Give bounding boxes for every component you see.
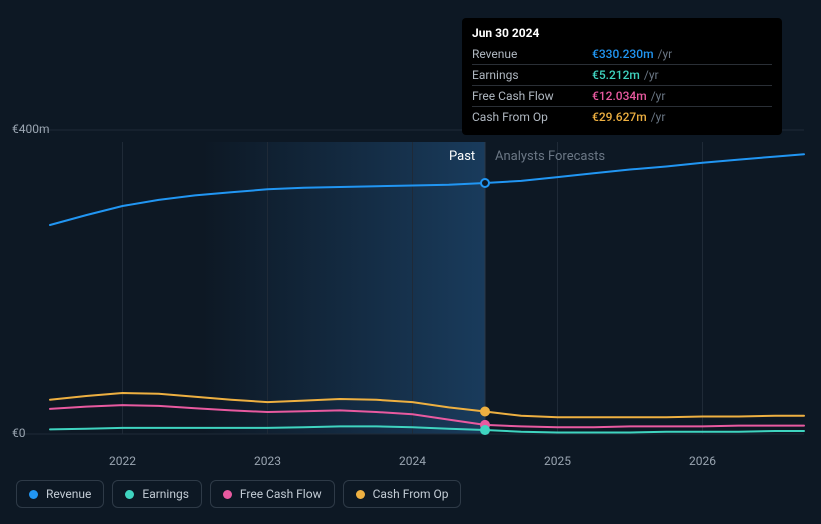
- legend-item-earnings[interactable]: Earnings: [112, 480, 202, 508]
- legend-swatch: [223, 490, 232, 499]
- y-axis-label: €400m: [12, 122, 50, 136]
- legend-item-free_cash_flow[interactable]: Free Cash Flow: [210, 480, 335, 508]
- tooltip-row: Revenue€330.230m/yr: [472, 44, 772, 65]
- hover-marker-cash_from_op: [481, 407, 489, 415]
- legend-label: Free Cash Flow: [240, 487, 322, 501]
- x-axis-label: 2025: [544, 454, 571, 468]
- x-axis-label: 2026: [689, 454, 716, 468]
- tooltip-row: Earnings€5.212m/yr: [472, 65, 772, 86]
- chart-tooltip: Jun 30 2024 Revenue€330.230m/yrEarnings€…: [462, 18, 782, 135]
- tooltip-row-value: €12.034m/yr: [592, 86, 772, 107]
- x-axis-label: 2022: [109, 454, 136, 468]
- past-label: Past: [449, 149, 475, 164]
- legend-label: Cash From Op: [373, 487, 449, 501]
- hover-marker-revenue: [481, 179, 489, 187]
- tooltip-row-label: Cash From Op: [472, 107, 592, 128]
- legend-item-cash_from_op[interactable]: Cash From Op: [343, 480, 462, 508]
- chart-legend: Revenue Earnings Free Cash Flow Cash From O…: [16, 480, 461, 508]
- tooltip-date: Jun 30 2024: [472, 26, 772, 44]
- legend-item-revenue[interactable]: Revenue: [16, 480, 104, 508]
- legend-swatch: [356, 490, 365, 499]
- x-axis-label: 2024: [399, 454, 426, 468]
- legend-label: Earnings: [142, 487, 189, 501]
- tooltip-row-label: Revenue: [472, 44, 592, 65]
- tooltip-row-value: €29.627m/yr: [592, 107, 772, 128]
- y-axis-label: €0: [12, 426, 26, 440]
- tooltip-row-value: €330.230m/yr: [592, 44, 772, 65]
- tooltip-row: Free Cash Flow€12.034m/yr: [472, 86, 772, 107]
- legend-swatch: [125, 490, 134, 499]
- tooltip-table: Revenue€330.230m/yrEarnings€5.212m/yrFre…: [472, 44, 772, 127]
- tooltip-row-label: Earnings: [472, 65, 592, 86]
- tooltip-row-value: €5.212m/yr: [592, 65, 772, 86]
- tooltip-row: Cash From Op€29.627m/yr: [472, 107, 772, 128]
- forecast-label: Analysts Forecasts: [495, 149, 605, 164]
- legend-label: Revenue: [46, 487, 91, 501]
- tooltip-row-label: Free Cash Flow: [472, 86, 592, 107]
- hover-marker-earnings: [481, 426, 489, 434]
- financials-chart: Jun 30 2024 Revenue€330.230m/yrEarnings€…: [0, 0, 821, 524]
- legend-swatch: [29, 490, 38, 499]
- x-axis-label: 2023: [254, 454, 281, 468]
